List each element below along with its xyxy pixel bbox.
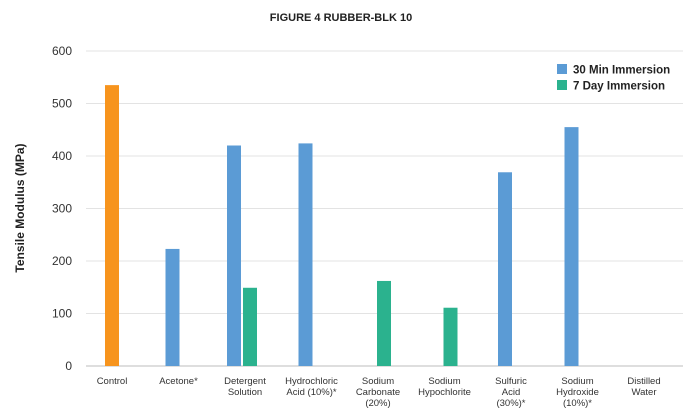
x-category-label: Control: [97, 376, 128, 387]
x-axis-categories: Control Acetone* Detergent Solution Hydrochl…: [97, 376, 661, 409]
x-category-label: Sodium Carbonate (20%): [356, 376, 400, 409]
y-tick-label: 0: [65, 359, 72, 373]
gridlines: [86, 50, 683, 367]
bar-7-day-immersion: [443, 307, 458, 366]
legend-label: 7 Day Immersion: [573, 81, 665, 93]
y-tick-label: 200: [52, 254, 72, 268]
bars: [105, 85, 579, 366]
bar-7-day-immersion: [377, 280, 391, 366]
x-category-label: Sulfuric Acid (30%)*: [495, 376, 527, 409]
y-axis-ticks: 0 100 200 300 400 500 600: [52, 44, 72, 373]
x-category-label: Acetone*: [159, 376, 198, 387]
y-tick-label: 600: [52, 44, 72, 58]
y-tick-label: 400: [52, 149, 72, 163]
bar-30-min-immersion: [298, 143, 313, 366]
bar-30-min-immersion: [498, 172, 512, 366]
x-category-label: Hydrochloric Acid (10%)*: [285, 376, 338, 398]
bar-30-min-immersion: [165, 248, 180, 366]
x-category-label: Sodium Hypochlorite: [418, 376, 471, 398]
bar-control: [105, 85, 119, 366]
chart-title: FIGURE 4 RUBBER-BLK 10: [270, 12, 412, 24]
bar-7-day-immersion: [243, 287, 257, 366]
x-category-label: Sodium Hydroxide (10%)*: [556, 376, 599, 409]
legend-label: 30 Min Immersion: [573, 65, 670, 77]
bar-30-min-immersion: [564, 127, 579, 366]
y-tick-label: 100: [52, 307, 72, 321]
x-category-label: Detergent Solution: [224, 376, 266, 398]
x-category-label: Distilled Water: [627, 376, 660, 398]
legend-swatch: [557, 80, 567, 90]
y-tick-label: 300: [52, 202, 72, 216]
bar-30-min-immersion: [227, 145, 241, 366]
legend: 30 Min Immersion 7 Day Immersion: [557, 64, 670, 93]
y-axis-label: Tensile Modulus (MPa): [13, 143, 27, 272]
legend-swatch: [557, 64, 567, 74]
y-tick-label: 500: [52, 97, 72, 111]
